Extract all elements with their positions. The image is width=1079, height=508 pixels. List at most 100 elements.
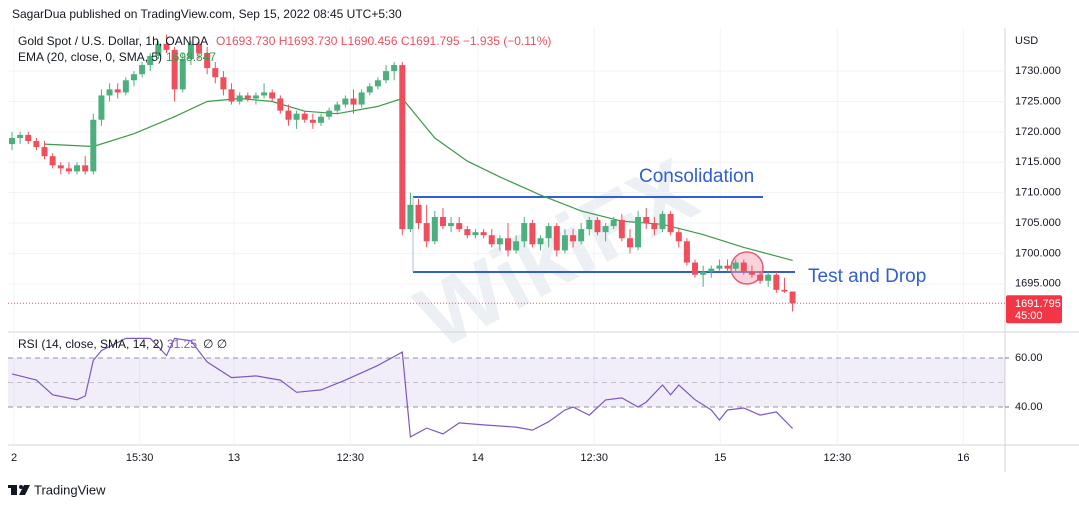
candle-body: [610, 220, 617, 227]
candle-body: [513, 241, 520, 251]
chart-title: Gold Spot / U.S. Dollar, 1h, OANDA: [18, 34, 208, 48]
candle-body: [309, 119, 316, 123]
candle-body: [773, 274, 780, 290]
y-tick-label: 1730.000: [1015, 65, 1061, 77]
y-tick-label: 1720.000: [1015, 126, 1061, 138]
x-tick-label: 14: [472, 452, 484, 464]
candle-body: [277, 98, 284, 111]
candle-body: [700, 271, 707, 275]
candle-body: [781, 289, 788, 292]
x-tick-label: 15:30: [126, 452, 154, 464]
candle-body: [480, 232, 487, 236]
candle-body: [748, 271, 755, 275]
ema-value: 1698.847: [166, 50, 216, 64]
candle-body: [293, 113, 300, 120]
candle-body: [618, 220, 625, 239]
candle-body: [228, 89, 235, 102]
candle-body: [204, 52, 211, 69]
candle-body: [196, 43, 203, 53]
candle-body: [285, 110, 292, 120]
candle-body: [374, 80, 381, 87]
candle-body: [635, 216, 642, 248]
candle-body: [765, 274, 772, 281]
rsi-value: 31.25: [167, 337, 197, 351]
y-tick-label: 1700.000: [1015, 247, 1061, 259]
candle-body: [570, 235, 577, 242]
candle-body: [114, 89, 121, 93]
rsi-tick-label: 60.00: [1015, 352, 1043, 364]
ema-label: EMA (20, close, 0, SMA, 5): [18, 50, 162, 64]
candle-body: [578, 229, 585, 242]
candle-body: [334, 104, 341, 111]
candle-body: [561, 235, 568, 251]
candle-body: [350, 98, 357, 105]
candle-body: [90, 119, 97, 172]
candle-body: [586, 220, 593, 230]
rsi-extra: ∅ ∅: [203, 337, 227, 351]
candle-body: [98, 95, 105, 120]
candle-body: [236, 95, 243, 102]
candle-body: [41, 147, 48, 157]
candle-body: [439, 216, 446, 227]
candle-body: [82, 165, 89, 172]
candle-body: [667, 213, 674, 233]
footer: TradingView: [34, 482, 106, 497]
candle-body: [692, 262, 699, 275]
candle-body: [391, 65, 398, 72]
candle-body: [57, 165, 64, 169]
candle-body: [269, 92, 276, 99]
candle-body: [399, 65, 406, 230]
candle-body: [529, 223, 536, 245]
candle-body: [505, 238, 511, 251]
candle-body: [488, 235, 495, 245]
rsi-label: RSI (14, close, SMA, 14, 2): [18, 337, 163, 351]
candle-body: [155, 43, 162, 56]
candle-body: [537, 238, 544, 245]
candle-body: [65, 168, 72, 172]
candle-body: [212, 68, 219, 78]
candle-body: [496, 238, 503, 245]
candle-body: [342, 98, 349, 105]
candle-body: [683, 241, 690, 263]
rsi-line: [11, 337, 794, 438]
candle-body: [724, 265, 731, 269]
candle-body: [130, 74, 137, 81]
candle-body: [789, 291, 796, 304]
candle-body: [407, 204, 414, 230]
candle-body: [456, 223, 463, 230]
y-tick-label: 1695.000: [1015, 278, 1061, 290]
candle-body: [244, 95, 251, 99]
candle-body: [252, 95, 259, 99]
x-tick-label: 15: [714, 452, 726, 464]
candle-body: [25, 134, 32, 142]
y-tick-label: 1725.000: [1015, 95, 1061, 107]
candle-body: [740, 262, 747, 272]
x-tick-label: 2: [11, 452, 17, 464]
candle-body: [122, 80, 129, 93]
annotation: Test and Drop: [808, 266, 926, 287]
candle-body: [317, 116, 324, 123]
footer-logo: [8, 485, 30, 495]
last-price-label: 1691.795: [1015, 298, 1061, 310]
header: SagarDua published on TradingView.com, S…: [12, 7, 402, 21]
candle-body: [545, 226, 552, 239]
candle-body: [139, 65, 146, 75]
rsi-tick-label: 40.00: [1015, 401, 1043, 413]
test-marker: [730, 251, 764, 285]
candle-body: [301, 113, 308, 120]
candle-body: [9, 137, 15, 145]
x-tick-label: 12:30: [336, 452, 364, 464]
candle-body: [187, 43, 194, 59]
ohlc-label: O1693.730 H1693.730 L1690.456 C1691.795 …: [216, 34, 551, 48]
candle-body: [594, 220, 601, 233]
candle-body: [179, 58, 186, 90]
countdown: 45:00: [1015, 310, 1043, 322]
candle-body: [415, 204, 422, 224]
candle-body: [147, 55, 154, 66]
y-tick-label: 1710.000: [1015, 187, 1061, 199]
candle-body: [757, 274, 764, 281]
candle-body: [431, 216, 438, 242]
candle-body: [716, 265, 723, 269]
candle-body: [651, 223, 658, 230]
